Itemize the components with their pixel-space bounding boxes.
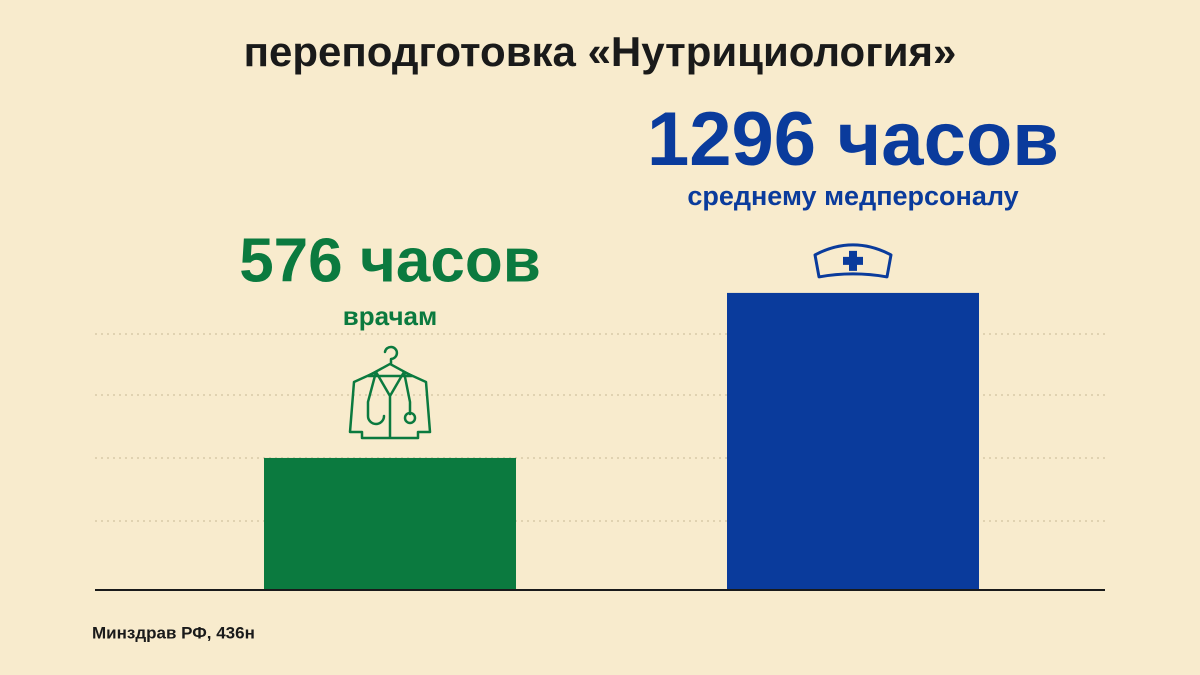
icon-part	[366, 370, 412, 426]
icon-part	[813, 243, 893, 279]
icon-part	[843, 250, 863, 271]
icon-part	[366, 345, 414, 378]
bar	[727, 292, 979, 590]
chart-title: переподготовка «Нутрициология»	[244, 28, 957, 75]
value-label: 576 часов	[239, 226, 541, 295]
icon-coat	[348, 345, 432, 440]
bar	[264, 457, 516, 590]
value-label: 1296 часов	[647, 97, 1059, 182]
icon-part	[348, 370, 432, 440]
icon-cap	[813, 243, 893, 279]
icon-part	[403, 411, 417, 425]
category-label: среднему медперсоналу	[687, 181, 1018, 211]
category-label: врачам	[343, 301, 437, 331]
source-note: Минздрав РФ, 436н	[92, 623, 255, 642]
